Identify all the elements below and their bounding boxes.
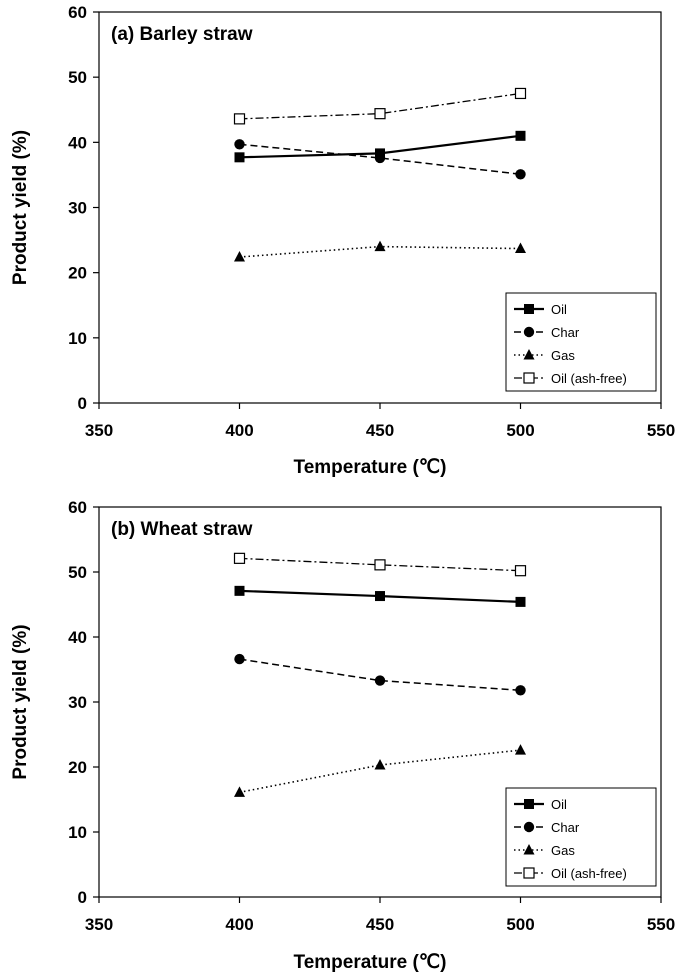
legend-label: Gas [551,843,575,858]
data-point [234,139,245,150]
series-line-gas [239,749,521,794]
data-point [515,596,526,607]
legend-marker [524,304,534,314]
x-tick-label: 550 [647,421,675,440]
x-tick-label: 450 [366,915,394,934]
data-point [515,744,526,755]
data-point [374,759,386,770]
x-tick-label: 550 [647,915,675,934]
data-point [374,240,386,252]
y-tick-label: 60 [68,498,87,517]
y-tick-label: 10 [68,329,87,348]
data-point [234,585,245,596]
data-point [234,152,245,163]
series-line-char [239,658,521,692]
x-tick-label: 400 [225,421,253,440]
data-point [374,675,386,686]
y-tick-label: 50 [68,563,87,582]
legend-label: Char [551,325,580,340]
legend-marker [523,372,535,384]
y-tick-label: 10 [68,823,87,842]
data-point [234,786,245,797]
legend-label: Oil (ash-free) [551,866,627,881]
legend-marker [523,844,535,855]
x-axis-title: Temperature (℃) [294,457,447,478]
series-line-char [239,143,521,176]
x-tick-label: 500 [506,915,534,934]
data-point [375,591,385,602]
y-tick-label: 0 [78,394,87,413]
data-point [233,113,246,125]
panel-title: (b) Wheat straw [111,519,253,540]
y-tick-label: 30 [68,199,87,218]
legend-marker [523,821,535,833]
x-tick-label: 350 [85,421,113,440]
legend-marker [523,867,535,879]
legend-label: Oil [551,302,567,317]
y-axis-title: Product yield (%) [10,624,31,779]
legend: Oil Char Gas Oil (ash-free) [505,292,657,392]
legend: Oil Char Gas Oil (ash-free) [505,787,657,887]
data-point [515,130,526,141]
y-tick-label: 60 [68,3,87,22]
data-point [234,251,245,262]
legend-label: Char [551,820,580,835]
y-tick-label: 20 [68,264,87,283]
legend-marker [523,326,535,338]
panel-title: (a) Barley straw [111,24,253,45]
y-tick-label: 40 [68,133,87,152]
legend-marker [523,349,535,360]
legend-label: Oil (ash-free) [551,371,627,386]
x-axis-title: Temperature (℃) [294,952,447,973]
y-axis-title: Product yield (%) [10,130,31,285]
data-point [515,169,526,180]
data-point [514,87,527,100]
x-tick-label: 500 [506,421,534,440]
data-point [514,565,527,577]
chart-panel-b: 0 10 20 30 40 50 60 350 400 450 500 550 Temperature … [10,498,675,973]
legend-label: Gas [551,348,575,363]
legend-label: Oil [551,797,567,812]
y-tick-label: 0 [78,888,87,907]
data-point [515,242,526,254]
x-tick-label: 400 [225,915,253,934]
y-tick-label: 50 [68,68,87,87]
data-point [233,552,246,564]
y-tick-label: 30 [68,693,87,712]
x-tick-label: 350 [85,915,113,934]
data-point [234,653,245,665]
data-point [374,152,386,164]
data-point [374,559,386,571]
x-tick-label: 450 [366,421,394,440]
legend-marker [524,799,534,809]
data-point [515,685,526,696]
chart-panel-a: 0 10 20 30 40 50 60 350 400 450 500 550 Temperature … [10,3,675,478]
y-tick-label: 40 [68,628,87,647]
data-point [374,108,386,120]
y-tick-label: 20 [68,758,87,777]
